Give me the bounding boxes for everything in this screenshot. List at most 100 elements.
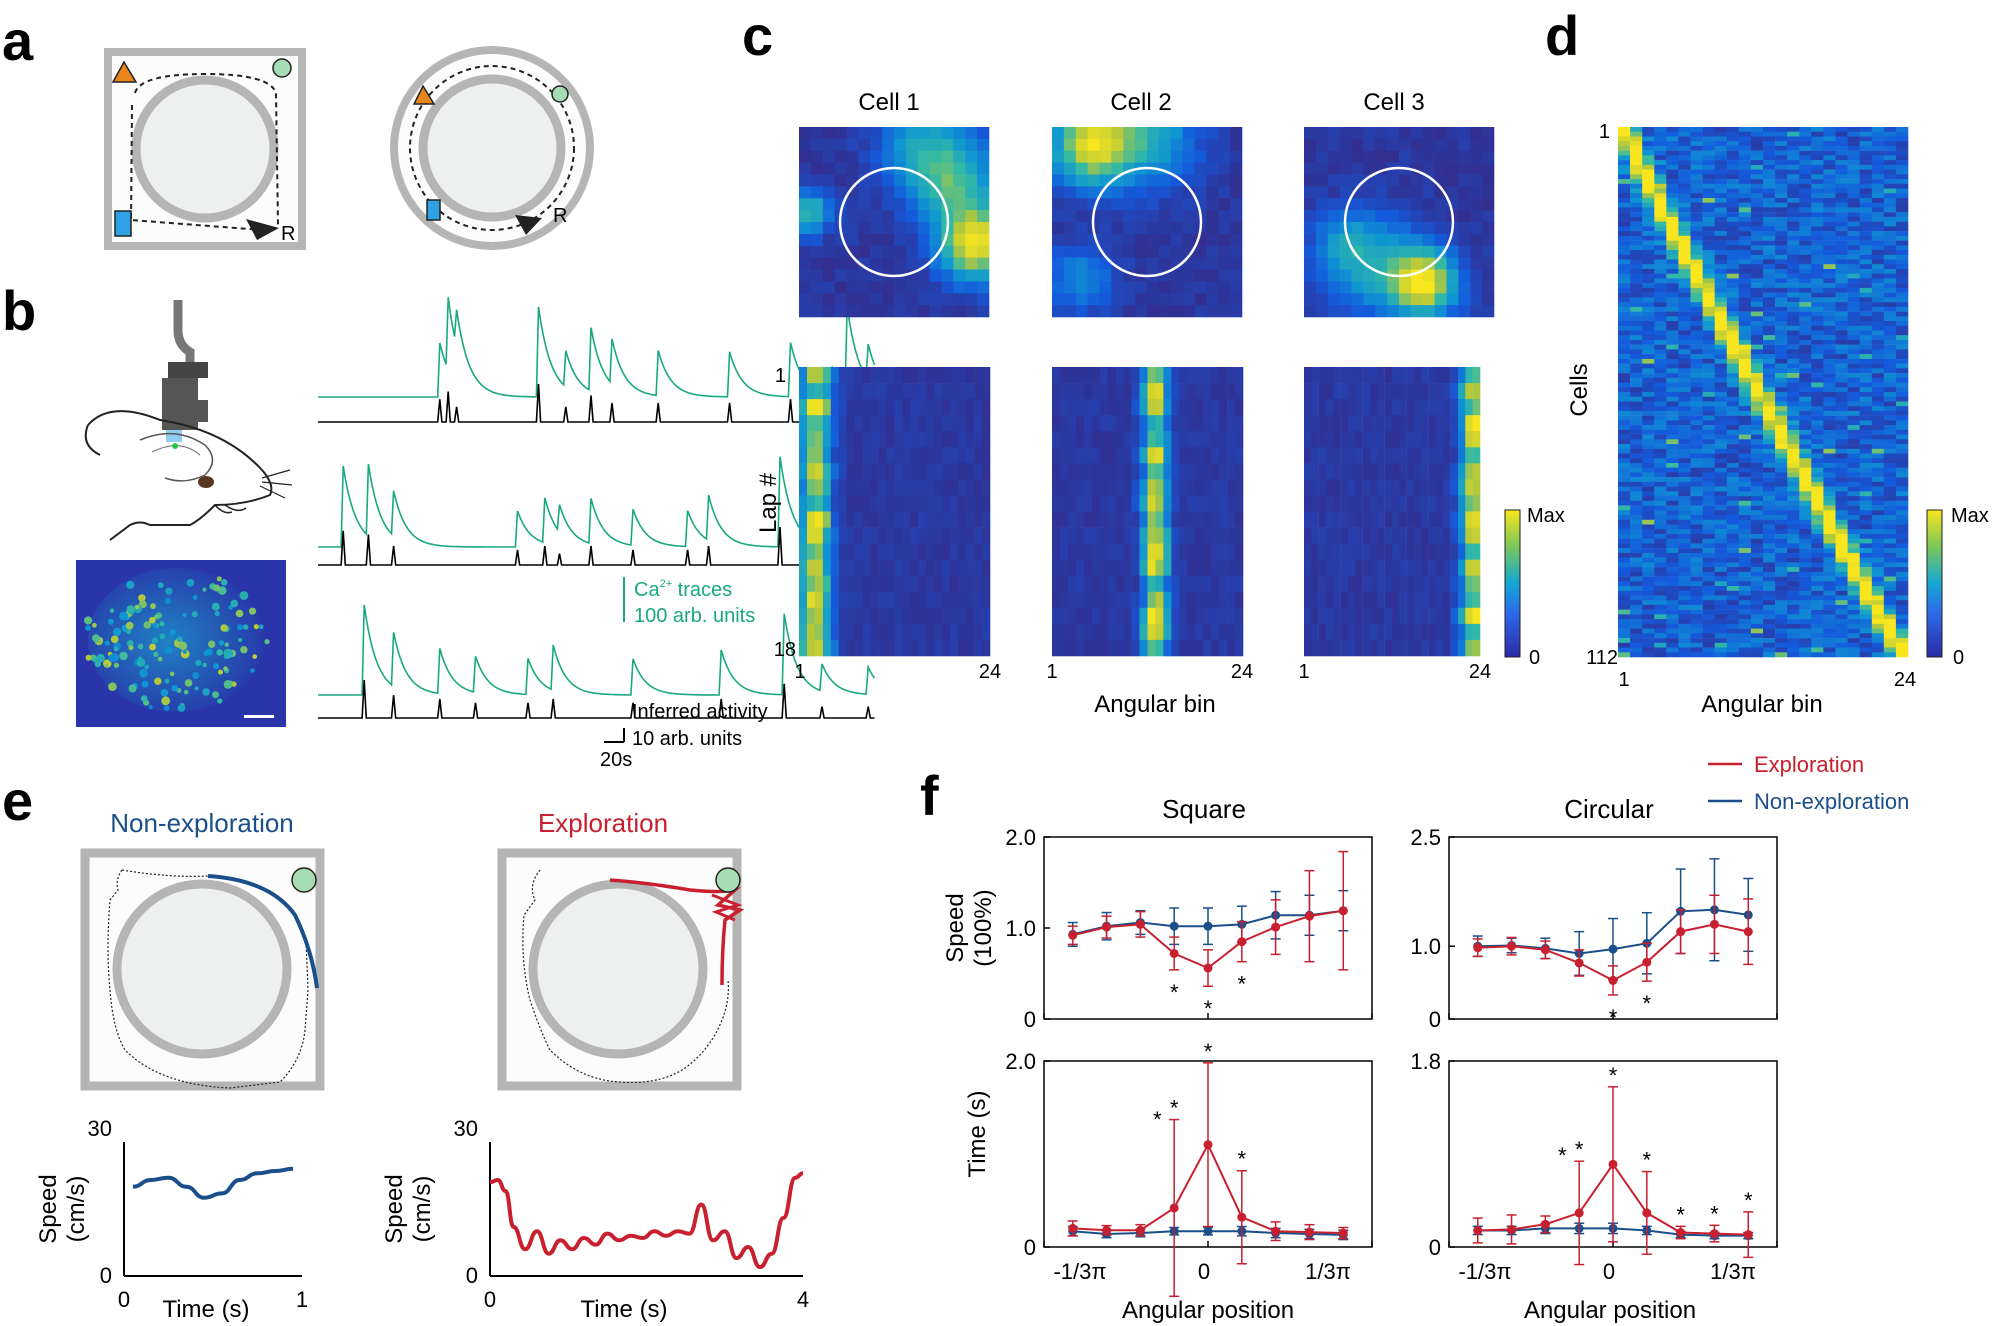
heatmap-cell [1666,472,1679,478]
heatmap-cell [1702,231,1715,237]
heatmap-cell [1436,591,1444,609]
heatmap-cell [1187,463,1196,480]
heatmap-cell [1678,212,1691,218]
heatmap-cell [1348,607,1356,625]
heatmap-cell [1835,254,1848,260]
heatmap-cell [1218,245,1231,258]
heatmap-cell [1883,434,1897,440]
heatmap-cell [1702,638,1715,644]
heatmap-cell [1847,519,1860,525]
heatmap-cell [894,495,903,512]
heatmap-cell [1714,420,1728,426]
heatmap-cell [1726,614,1740,620]
heatmap-cell [1702,557,1715,563]
heatmap-cell [1630,562,1643,568]
heatmap-cell [1678,349,1691,355]
heatmap-cell [822,463,832,480]
heatmap-cell [1083,575,1093,593]
heatmap-cell [1811,548,1824,554]
heatmap-cell [1450,431,1459,448]
heatmap-cell [1678,415,1691,421]
heatmap-cell [1763,193,1776,199]
heatmap-cell [1642,543,1655,549]
heatmap-cell [1750,453,1764,459]
heatmap-cell [1871,448,1885,454]
heatmap-cell [1895,169,1909,175]
heatmap-cell [1678,481,1691,487]
heatmap-cell [1835,321,1848,326]
heatmap-cell [1630,240,1643,246]
heatmap-cell [1091,527,1101,544]
heatmap-cell [1666,481,1679,487]
heatmap-cell [1823,586,1836,591]
heatmap-cell [1702,524,1715,530]
heatmap-cell [1714,335,1728,341]
heatmap-cell [1642,538,1655,544]
heatmap-cell [1690,614,1703,620]
heatmap-cell [1738,311,1752,317]
heatmap-cell [1859,321,1873,326]
heatmap-cell [1787,193,1800,199]
heatmap-cell [1311,495,1319,512]
heatmap-cell [1714,330,1728,336]
heatmap-cell [1847,571,1860,577]
heatmap-cell [1131,591,1140,609]
heatmap-cell [862,607,871,625]
heatmap-cell [1690,467,1703,473]
heatmap-cell [1158,293,1172,306]
heatmap-cell [1871,235,1885,241]
heatmap-cell [1363,281,1376,294]
fluorescent-cell [202,662,207,668]
heatmap-cell [1835,306,1848,312]
heatmap-cell [862,463,871,480]
heatmap-cell [1787,429,1800,435]
heatmap-cell [810,138,824,152]
heatmap-cell [1738,160,1752,166]
heatmap-cell [1666,330,1679,336]
heatmap-cell [1158,210,1172,223]
heatmap-cell [1690,472,1703,478]
heatmap-cell [1678,335,1691,341]
heatmap-cell [1811,415,1824,421]
heatmap-cell [1799,302,1812,308]
heatmap-cell [1847,557,1860,563]
heatmap-cell [1446,245,1459,258]
trace-legend: Ca2+ traces 100 arb. units Inferred acti… [600,577,768,771]
heatmap-cell [1630,344,1643,350]
heatmap-cell [1763,368,1776,374]
heatmap-cell [1750,193,1764,199]
heatmap-cell [1799,231,1812,237]
heatmap-cell [894,138,907,152]
heatmap-cell [1052,447,1061,464]
heatmap-cell [1895,600,1909,606]
heatmap-cell [1171,607,1180,625]
heatmap-cell [1326,367,1334,384]
heatmap-cell [1811,363,1824,369]
heatmap-cell [1339,127,1352,140]
heatmap-cell [1750,169,1764,175]
heatmap-cell [1678,491,1691,497]
heatmap-cell [1654,586,1667,591]
bin-tick: 1 [1046,661,1057,683]
heatmap-cell [1847,316,1860,322]
heatmap-cell [1883,212,1897,218]
heatmap-cell [1630,557,1643,563]
heatmap-cell [1618,316,1631,322]
non-exploration-arena [80,848,325,1091]
heatmap-cell [1835,548,1848,554]
heatmap-cell [1410,245,1424,258]
heatmap-cell [870,575,879,593]
heatmap-cell [1630,472,1643,478]
heatmap-cell [1714,410,1728,416]
heatmap-cell [1859,534,1873,539]
lap-tick-first: 1 [775,365,786,387]
heatmap-cell [1075,293,1088,306]
heatmap-cell [1714,515,1728,520]
heatmap-cell [1714,425,1728,431]
heatmap-cell [1618,543,1631,549]
heatmap-cell [1618,387,1631,393]
heatmap-cell [1219,463,1228,480]
heatmap-cell [1763,250,1776,255]
heatmap-cell [1799,638,1812,644]
heatmap-cell [1714,221,1728,227]
